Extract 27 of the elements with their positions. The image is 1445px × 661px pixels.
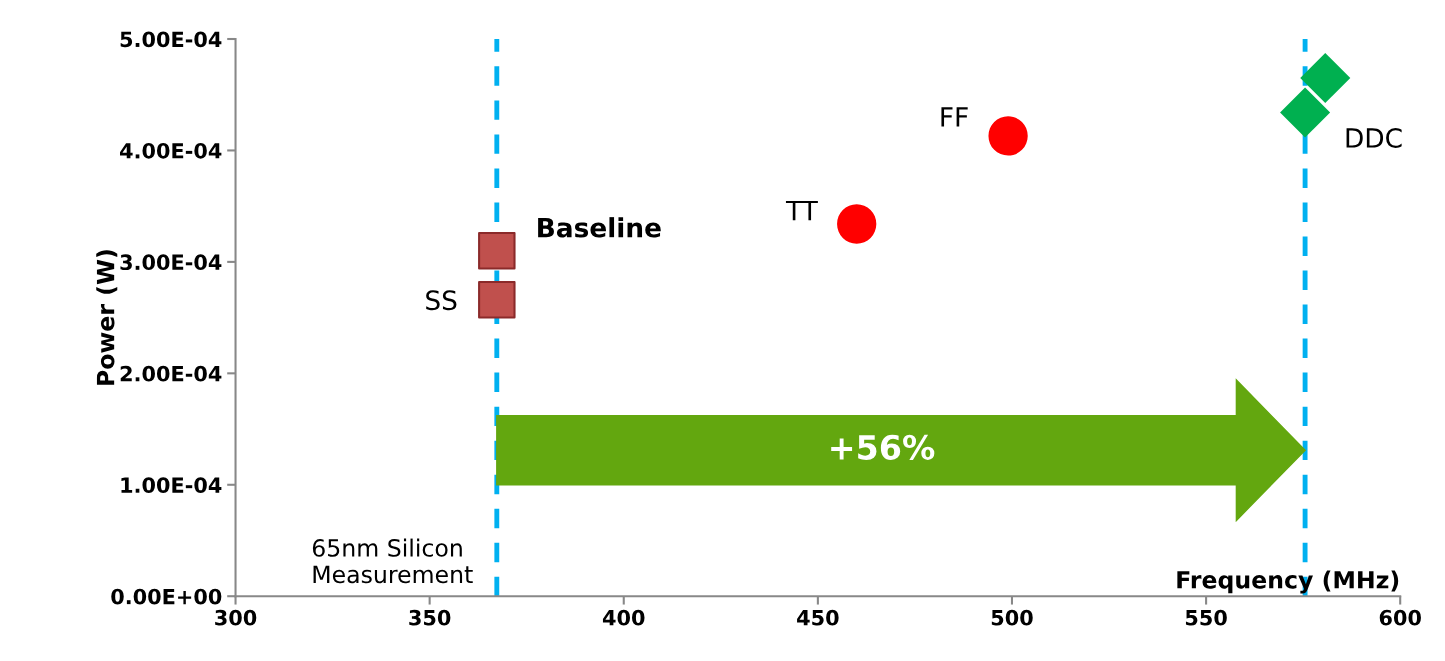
x-tick-label: 600	[1379, 609, 1421, 626]
annotation: +56%	[831, 434, 935, 460]
annotation: 65nm Silicon Measurement	[312, 538, 473, 584]
x-tick-label: 350	[409, 609, 451, 626]
annotation: DDC	[1346, 128, 1402, 148]
x-tick-label: 550	[1185, 609, 1227, 626]
y-tick-label: 5.00E-04	[120, 31, 222, 48]
y-axis-title: Power (W)	[96, 250, 118, 385]
point	[1300, 52, 1351, 104]
x-tick-label: 300	[215, 609, 257, 626]
x-tick-label: 400	[602, 609, 645, 626]
y-tick-label: 4.00E-04	[120, 142, 222, 159]
y-tick-label: 1.00E-04	[121, 477, 222, 493]
y-tick-label: 2.00E-04	[120, 365, 222, 382]
point	[1280, 87, 1331, 138]
annotation: TT	[785, 200, 818, 221]
x-tick-label: 500	[991, 609, 1033, 626]
point	[478, 281, 516, 319]
point	[478, 232, 516, 270]
y-tick-label: 3.00E-04	[120, 254, 222, 271]
annotation: FF	[941, 107, 968, 127]
point	[988, 116, 1028, 156]
annotation: SS	[426, 290, 457, 311]
y-tick-label: 0.00E+00	[111, 588, 222, 605]
point	[837, 204, 877, 244]
x-tick-label: 450	[797, 609, 839, 626]
annotation: Baseline	[538, 217, 661, 238]
